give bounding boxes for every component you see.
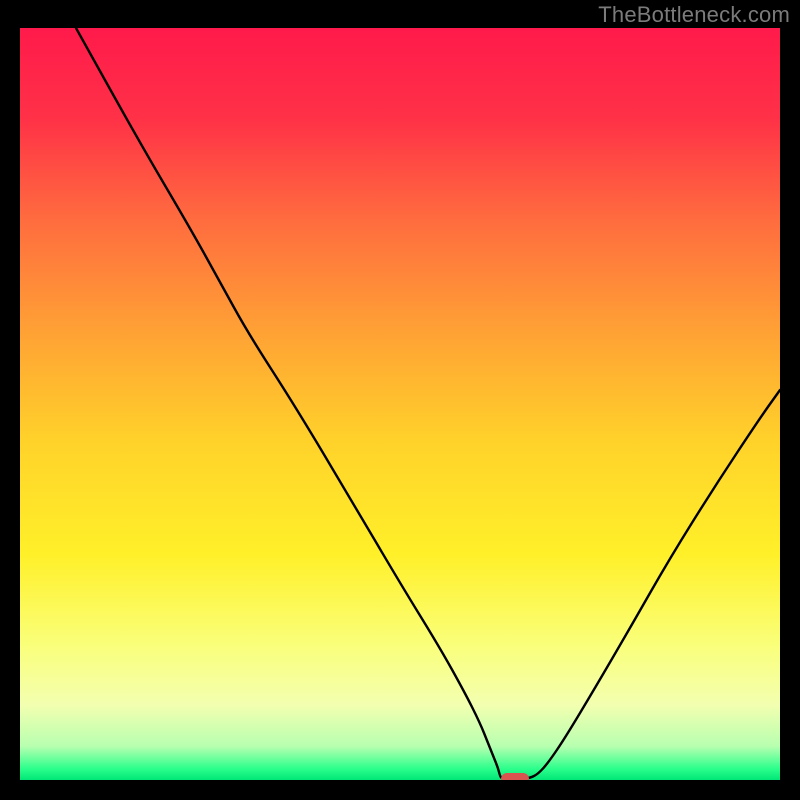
- optimal-marker: [501, 773, 529, 780]
- chart-frame: TheBottleneck.com: [0, 0, 800, 800]
- chart-svg: [20, 28, 780, 780]
- watermark-text: TheBottleneck.com: [598, 2, 790, 28]
- gradient-background: [20, 28, 780, 780]
- chart-plot-area: [20, 28, 780, 780]
